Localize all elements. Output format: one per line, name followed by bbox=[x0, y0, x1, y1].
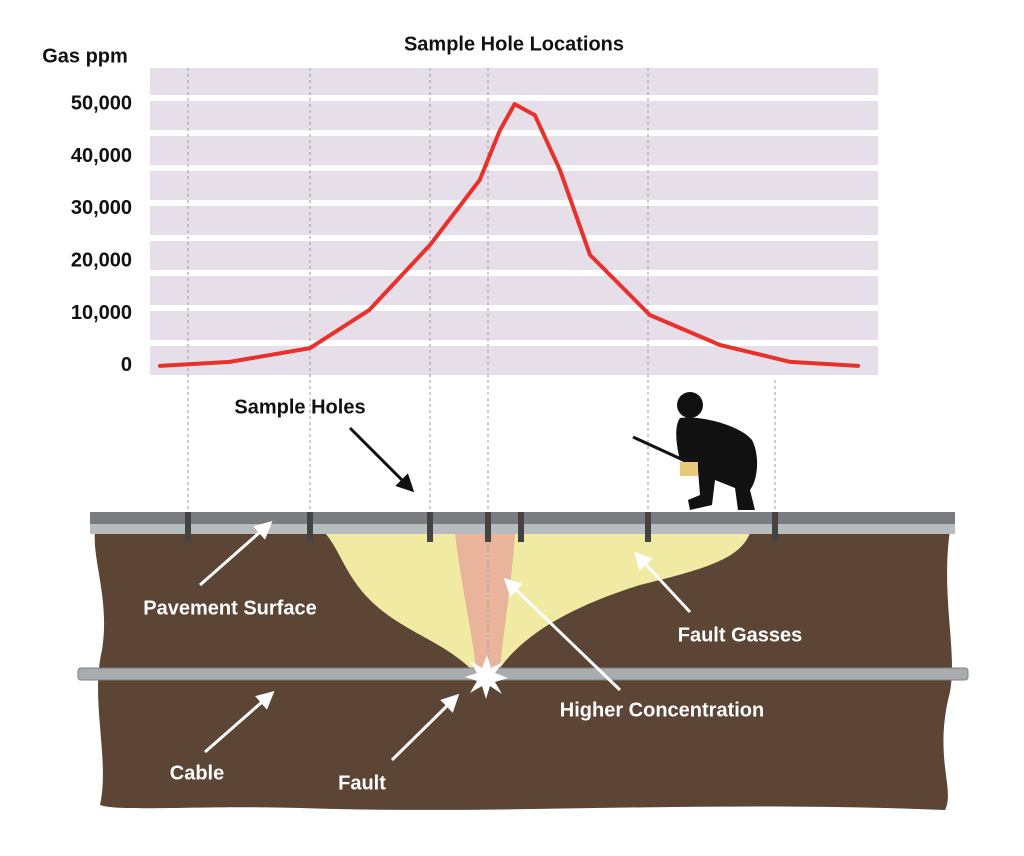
cable bbox=[77, 667, 969, 681]
label: Higher Concentration bbox=[560, 699, 764, 721]
plot-background bbox=[150, 68, 878, 381]
label: Sample Holes bbox=[234, 396, 365, 418]
label: Fault Gasses bbox=[678, 624, 803, 646]
gas-curve bbox=[158, 102, 860, 368]
label: Fault bbox=[338, 772, 386, 794]
sample-holes bbox=[187, 68, 776, 512]
label: Pavement Surface bbox=[143, 597, 316, 619]
y-tick-label: 50,000 bbox=[71, 92, 132, 114]
y-tick-label: 0 bbox=[121, 354, 132, 376]
gas-core bbox=[455, 533, 515, 668]
fault-spark bbox=[465, 655, 508, 699]
y-tick-label: 10,000 bbox=[71, 302, 132, 324]
technician bbox=[632, 392, 758, 510]
label: Cable bbox=[170, 762, 224, 784]
y-tick-label: 40,000 bbox=[71, 145, 132, 167]
arrow bbox=[348, 426, 415, 493]
arrows bbox=[199, 521, 692, 762]
y-axis-label: Gas ppm bbox=[42, 45, 128, 67]
hole-posts bbox=[185, 512, 778, 542]
y-tick-label: 20,000 bbox=[71, 249, 132, 271]
chart-title: Sample Hole Locations bbox=[404, 33, 624, 55]
y-tick-label: 30,000 bbox=[71, 197, 132, 219]
